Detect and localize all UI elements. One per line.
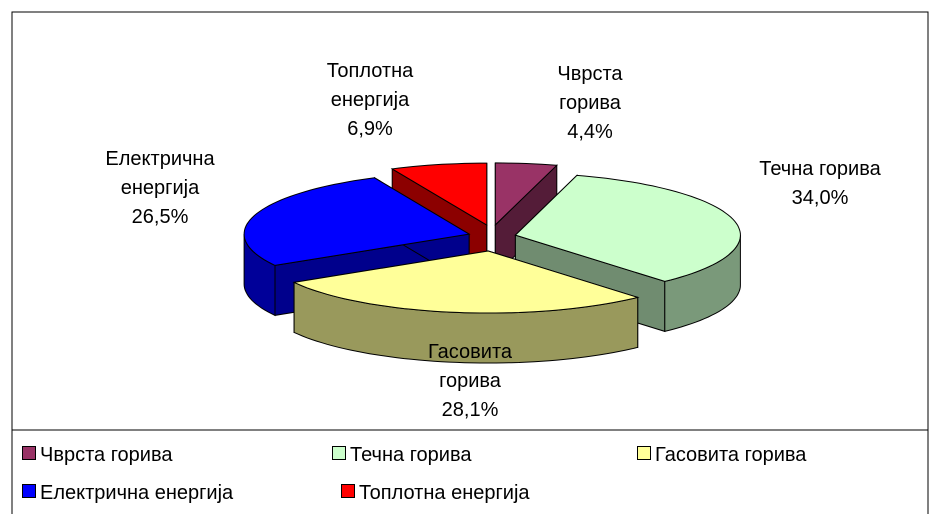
legend-item: Електрична енергија — [22, 481, 233, 505]
data-label-value: 34,0% — [791, 187, 849, 209]
data-label-category: Топлотна енергија — [326, 60, 414, 111]
legend-label: Чврста горива — [40, 444, 173, 466]
legend-label: Гасовита горива — [655, 444, 807, 466]
data-label-category: Електрична енергија — [105, 148, 215, 199]
legend-swatch — [341, 484, 355, 498]
legend-item: Течна горива — [332, 443, 472, 467]
slice-top — [390, 162, 488, 226]
legend-swatch — [22, 446, 36, 460]
slice-top — [243, 177, 471, 266]
data-label-value: 4,4% — [567, 121, 613, 143]
legend-swatch — [332, 446, 346, 460]
legend-item: Топлотна енергија — [341, 481, 530, 505]
data-label: Гасовита горива 28,1% — [410, 338, 530, 425]
data-label-category: Гасовита горива — [427, 341, 513, 392]
data-label-category: Чврста горива — [557, 63, 623, 114]
legend-label: Топлотна енергија — [359, 482, 530, 504]
data-label-value: 6,9% — [347, 118, 393, 140]
data-label-value: 26,5% — [131, 206, 189, 228]
data-label: Течна горива 34,0% — [720, 155, 920, 213]
legend-swatch — [22, 484, 36, 498]
legend-item: Чврста горива — [22, 443, 173, 467]
data-label-value: 28,1% — [441, 399, 499, 421]
data-label: Чврста горива 4,4% — [550, 60, 630, 147]
legend-item: Гасовита горива — [637, 443, 806, 467]
slice-top — [514, 174, 741, 282]
chart-frame — [11, 11, 929, 514]
slice-top — [494, 162, 558, 227]
data-label-category: Течна горива — [759, 158, 881, 180]
pie-slice — [292, 250, 640, 364]
legend-label: Електрична енергија — [40, 482, 234, 504]
data-label: Електрична енергија 26,5% — [70, 145, 250, 232]
legend-swatch — [637, 446, 651, 460]
data-label: Топлотна енергија 6,9% — [300, 57, 440, 144]
slice-top — [292, 250, 640, 314]
legend-label: Течна горива — [350, 444, 472, 466]
